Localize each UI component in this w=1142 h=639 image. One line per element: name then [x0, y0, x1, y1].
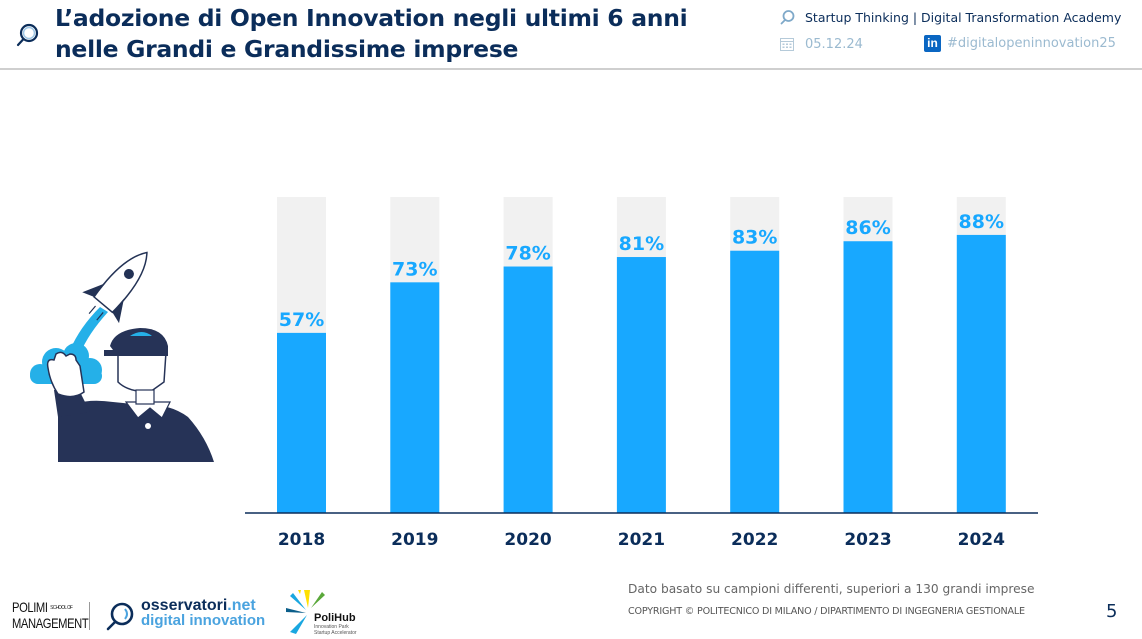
x-tick-label-2022: 2022 [731, 530, 778, 550]
data-label-2021: 81% [619, 233, 664, 255]
hashtag-info: in #digitalopeninnovation25 [924, 35, 1116, 52]
calendar-icon [780, 38, 794, 51]
date-info: 05.12.24 [779, 36, 863, 52]
polihub-burst-icon [286, 590, 325, 634]
polimi-logo-line2: MANAGEMENT [12, 614, 89, 631]
polimi-logo-line1: POLIMI [12, 599, 48, 615]
bar-2024 [956, 234, 1006, 514]
polihub-logo: PoliHub Innovation Park Startup Accelera… [314, 612, 357, 636]
polihub-logo-sub1: Innovation Park [314, 624, 349, 630]
magnifier-icon [16, 23, 39, 47]
polihub-logo-sub2: Startup Accelerator [314, 630, 357, 636]
osservatori-logo-main: osservatori [141, 597, 228, 614]
bar-2018 [277, 332, 326, 513]
x-tick-label-2019: 2019 [391, 530, 438, 550]
event-date: 05.12.24 [805, 36, 863, 52]
rocket-launch-illustration [30, 251, 214, 462]
data-label-2023: 86% [845, 217, 890, 239]
x-tick-label-2024: 2024 [958, 530, 1005, 550]
osservatori-logo-suffix: .net [227, 597, 256, 614]
polihub-logo-name: PoliHub [314, 612, 356, 624]
osservatori-magnifier-icon [106, 602, 134, 631]
page-title-line-2: nelle Grandi e Grandissime imprese [55, 35, 519, 63]
page-title: L’adozione di Open Innovation negli ulti… [55, 3, 755, 65]
x-tick-label-2020: 2020 [504, 530, 551, 550]
event-name: Startup Thinking | Digital Transformatio… [805, 9, 1122, 25]
header-divider [0, 68, 1142, 70]
bar-2021 [616, 257, 666, 513]
x-tick-label-2021: 2021 [618, 530, 665, 550]
hashtag: #digitalopeninnovation25 [947, 36, 1116, 51]
x-tick-label-2018: 2018 [278, 530, 325, 550]
x-tick-label-2023: 2023 [844, 530, 891, 550]
data-label-2020: 78% [505, 243, 550, 265]
event-info: Startup Thinking | Digital Transformatio… [779, 8, 1121, 26]
linkedin-icon: in [924, 35, 941, 52]
osservatori-logo: osservatori.net digital innovation [141, 597, 266, 629]
data-label-2018: 57% [279, 309, 324, 331]
page-number: 5 [1106, 601, 1118, 622]
page-title-line-1: L’adozione di Open Innovation negli ulti… [55, 4, 688, 32]
bar-2022 [730, 250, 780, 513]
bar-2023 [843, 241, 893, 514]
magnifier-icon [780, 10, 795, 25]
polimi-logo: POLIMI SCHOOL OF MANAGEMENT [12, 600, 107, 631]
data-label-2022: 83% [732, 227, 777, 249]
copyright: COPYRIGHT © POLITECNICO DI MILANO / DIPA… [628, 606, 1025, 617]
polimi-logo-small: SCHOOL OF [50, 604, 73, 611]
bar-2020 [503, 266, 553, 513]
bar-2019 [390, 282, 440, 513]
data-label-2019: 73% [392, 258, 437, 280]
osservatori-logo-line2: digital innovation [141, 612, 266, 629]
footer-note: Dato basato su campioni differenti, supe… [628, 582, 1035, 596]
logo-divider [89, 602, 90, 630]
data-label-2024: 88% [959, 211, 1004, 233]
